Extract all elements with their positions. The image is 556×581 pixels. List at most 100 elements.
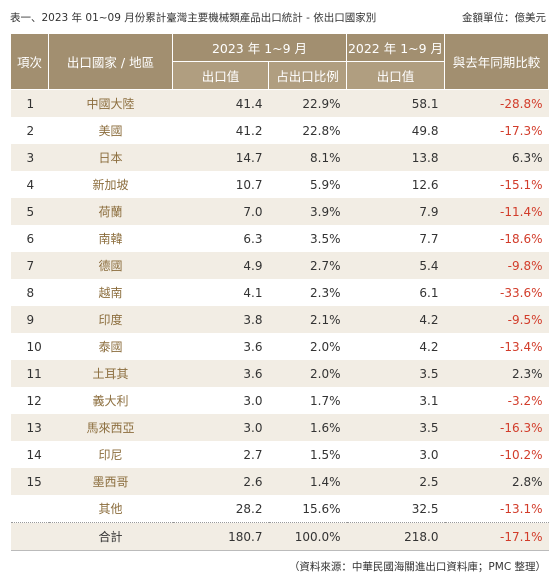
value-cell: 3.5% [268, 225, 347, 252]
value-cell: 41.4 [172, 89, 269, 117]
rank-cell: 10 [10, 333, 49, 360]
value-cell: 32.5 [346, 495, 445, 523]
country-cell: 合計 [48, 522, 173, 551]
country-cell: 越南 [48, 279, 173, 306]
header-cell: 項次 [10, 33, 49, 90]
value-cell: -28.8% [444, 89, 549, 117]
value-cell: 3.0 [172, 387, 269, 414]
country-cell: 德國 [48, 252, 173, 279]
country-cell: 墨西哥 [48, 468, 173, 495]
total-row: 合計 180.7 100.0% 218.0 -17.1% [10, 522, 549, 551]
data-row: 12 義大利 3.0 1.7% 3.1 -3.2% [10, 387, 549, 414]
value-cell: 2.8% [444, 468, 549, 495]
country-cell: 其他 [48, 495, 173, 523]
value-cell: 49.8 [346, 117, 445, 144]
export-table: 項次 出口國家 / 地區 2023 年 1~9 月 2022 年 1~9 月 與… [10, 33, 549, 551]
value-cell: -10.2% [444, 441, 549, 468]
value-cell: 4.9 [172, 252, 269, 279]
value-cell: -15.1% [444, 171, 549, 198]
value-cell: 15.6% [268, 495, 347, 523]
value-cell: 6.3 [172, 225, 269, 252]
header-row: 項次 出口國家 / 地區 2023 年 1~9 月 2022 年 1~9 月 與… [10, 33, 549, 90]
country-cell: 土耳其 [48, 360, 173, 387]
data-row: 其他 28.2 15.6% 32.5 -13.1% [10, 495, 549, 523]
value-cell: 7.0 [172, 198, 269, 225]
data-row: 1 中國大陸 41.4 22.9% 58.1 -28.8% [10, 89, 549, 117]
value-cell: 2.3% [268, 279, 347, 306]
rank-cell: 4 [10, 171, 49, 198]
country-cell: 馬來西亞 [48, 414, 173, 441]
rank-cell: 2 [10, 117, 49, 144]
rank-cell: 5 [10, 198, 49, 225]
value-cell: 3.0 [172, 414, 269, 441]
value-cell: 4.2 [346, 333, 445, 360]
value-cell: 41.2 [172, 117, 269, 144]
value-cell: 13.8 [346, 144, 445, 171]
value-cell: 3.6 [172, 360, 269, 387]
unit-note: 金額單位：億美元 [462, 12, 546, 24]
value-cell: 2.1% [268, 306, 347, 333]
value-cell: 7.7 [346, 225, 445, 252]
country-cell: 印度 [48, 306, 173, 333]
value-cell: 5.9% [268, 171, 347, 198]
rank-cell: 12 [10, 387, 49, 414]
header-cell: 占出口比例 [268, 61, 347, 90]
header-cell: 出口值 [346, 61, 445, 90]
value-cell: 10.7 [172, 171, 269, 198]
country-cell: 印尼 [48, 441, 173, 468]
value-cell: -16.3% [444, 414, 549, 441]
value-cell: -33.6% [444, 279, 549, 306]
value-cell: 100.0% [268, 522, 347, 551]
value-cell: 2.3% [444, 360, 549, 387]
rank-cell: 3 [10, 144, 49, 171]
value-cell: 2.7% [268, 252, 347, 279]
data-row: 10 泰國 3.6 2.0% 4.2 -13.4% [10, 333, 549, 360]
value-cell: -18.6% [444, 225, 549, 252]
value-cell: 58.1 [346, 89, 445, 117]
data-row: 6 南韓 6.3 3.5% 7.7 -18.6% [10, 225, 549, 252]
value-cell: -9.8% [444, 252, 549, 279]
value-cell: 2.0% [268, 360, 347, 387]
value-cell: -9.5% [444, 306, 549, 333]
value-cell: 12.6 [346, 171, 445, 198]
data-row: 3 日本 14.7 8.1% 13.8 6.3% [10, 144, 549, 171]
rank-cell: 13 [10, 414, 49, 441]
rank-cell: 9 [10, 306, 49, 333]
country-cell: 新加坡 [48, 171, 173, 198]
value-cell: -11.4% [444, 198, 549, 225]
data-row: 15 墨西哥 2.6 1.4% 2.5 2.8% [10, 468, 549, 495]
value-cell: 5.4 [346, 252, 445, 279]
value-cell: 1.4% [268, 468, 347, 495]
data-row: 7 德國 4.9 2.7% 5.4 -9.8% [10, 252, 549, 279]
data-row: 13 馬來西亞 3.0 1.6% 3.5 -16.3% [10, 414, 549, 441]
value-cell: -13.1% [444, 495, 549, 523]
value-cell: 28.2 [172, 495, 269, 523]
rank-cell: 7 [10, 252, 49, 279]
header-row: 出口值 占出口比例 出口值 [11, 61, 549, 90]
rank-cell: 11 [10, 360, 49, 387]
country-cell: 美國 [48, 117, 173, 144]
country-cell: 日本 [48, 144, 173, 171]
rank-cell: 1 [10, 89, 49, 117]
header-cell: 出口國家 / 地區 [48, 33, 173, 90]
data-row: 2 美國 41.2 22.8% 49.8 -17.3% [10, 117, 549, 144]
value-cell: 3.1 [346, 387, 445, 414]
value-cell: 180.7 [172, 522, 269, 551]
value-cell: -17.1% [444, 522, 549, 551]
rank-cell: 8 [10, 279, 49, 306]
data-row: 5 荷蘭 7.0 3.9% 7.9 -11.4% [10, 198, 549, 225]
value-cell: -13.4% [444, 333, 549, 360]
data-row: 14 印尼 2.7 1.5% 3.0 -10.2% [10, 441, 549, 468]
table-title: 表一、2023 年 01~09 月份累計臺灣主要機械類產品出口統計 - 依出口國… [10, 12, 377, 24]
value-cell: 6.3% [444, 144, 549, 171]
rank-cell: 15 [10, 468, 49, 495]
value-cell: 3.9% [268, 198, 347, 225]
value-cell: -17.3% [444, 117, 549, 144]
rank-cell: 14 [10, 441, 49, 468]
value-cell: 2.5 [346, 468, 445, 495]
country-cell: 南韓 [48, 225, 173, 252]
header-cell: 與去年同期比較 [444, 33, 549, 90]
value-cell: 7.9 [346, 198, 445, 225]
value-cell: 3.6 [172, 333, 269, 360]
rank-cell [10, 495, 49, 523]
